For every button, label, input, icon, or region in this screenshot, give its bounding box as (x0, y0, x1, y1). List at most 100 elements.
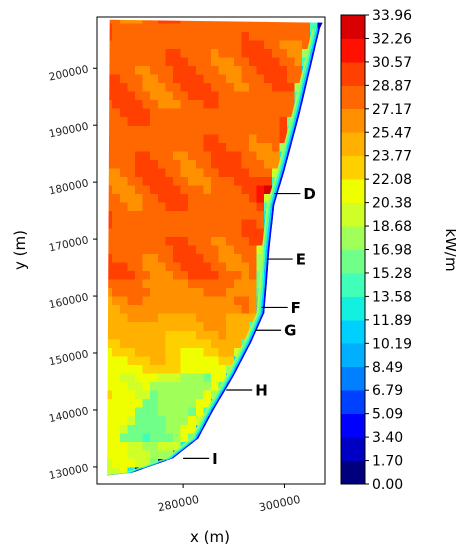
field-cell-820 (112, 125, 121, 135)
colorbar-tick-label: 5.09 (372, 407, 403, 423)
colorbar-swatch-8 (341, 272, 365, 297)
field-cell-1032 (256, 65, 265, 75)
field-cell-694 (127, 167, 136, 177)
annotation-label-f: F (291, 299, 301, 317)
field-cell-909 (173, 99, 182, 109)
field-cell-657 (218, 185, 227, 195)
field-cell-775 (165, 142, 174, 152)
field-cell-683 (233, 176, 242, 186)
field-cell-597 (127, 202, 136, 212)
field-cell-252 (112, 330, 121, 340)
field-cell-832 (203, 125, 212, 135)
field-cell-1073 (127, 48, 136, 58)
field-cell-358 (249, 296, 258, 306)
field-cell-366 (135, 287, 144, 297)
field-cell-166 (203, 372, 212, 382)
field-cell-957 (112, 82, 121, 92)
field-cell-81 (180, 415, 189, 425)
field-cell-269 (241, 330, 250, 340)
field-cell-859 (203, 116, 212, 126)
field-cell-390 (142, 279, 151, 289)
field-cell-12 (127, 458, 136, 468)
field-cell-795 (119, 133, 128, 143)
field-cell-946 (241, 91, 250, 101)
field-cell-777 (180, 142, 189, 152)
field-cell-156 (127, 372, 136, 382)
field-cell-339 (107, 296, 113, 306)
field-cell-221 (188, 347, 197, 357)
field-cell-803 (180, 133, 189, 143)
field-cell-723 (157, 159, 166, 169)
field-cell-752 (188, 150, 197, 160)
field-cell-722 (150, 159, 159, 169)
field-cell-987 (127, 74, 136, 84)
field-cell-849 (127, 116, 136, 126)
field-cell-546 (107, 219, 113, 229)
field-cell-1094 (287, 48, 296, 58)
field-cell-468 (211, 253, 220, 263)
field-cell-1074 (135, 48, 144, 58)
x-tick-label: 280000 (157, 493, 201, 514)
field-cell-652 (180, 185, 189, 195)
field-cell-237 (157, 338, 166, 348)
field-cell-993 (173, 74, 182, 84)
field-cell-933 (142, 91, 151, 101)
field-cell-738 (271, 159, 280, 169)
field-cell-501 (112, 236, 121, 246)
field-cell-369 (157, 287, 166, 297)
field-cell-725 (173, 159, 182, 169)
field-cell-1134 (150, 31, 159, 41)
field-cell-1012 (107, 65, 113, 75)
field-cell-514 (211, 236, 220, 246)
colorbar-tick-label: 28.87 (372, 78, 412, 94)
field-cell-1118 (249, 39, 258, 49)
field-cell-956 (107, 82, 113, 92)
field-cell-958 (119, 82, 128, 92)
field-cell-193 (127, 355, 136, 365)
field-cell-449 (241, 261, 250, 271)
field-cell-1185 (309, 22, 318, 32)
field-cell-1053 (195, 56, 204, 66)
field-cell-668 (119, 176, 128, 186)
field-cell-581 (188, 210, 197, 220)
field-cell-309 (218, 313, 227, 323)
field-cell-311 (233, 313, 242, 323)
field-cell-1101 (119, 39, 128, 49)
field-cell-942 (211, 91, 220, 101)
field-cell-651 (173, 185, 182, 195)
field-cell-1147 (249, 31, 258, 41)
field-cell-989 (142, 74, 151, 84)
field-cell-280 (165, 321, 174, 331)
field-cell-851 (142, 116, 151, 126)
field-cell-277 (142, 321, 151, 331)
field-cell-523 (107, 227, 113, 237)
field-cell-724 (165, 159, 174, 169)
field-cell-190 (107, 355, 113, 365)
field-cell-599 (142, 202, 151, 212)
field-cell-1115 (226, 39, 235, 49)
field-cell-515 (218, 236, 227, 246)
field-cell-985 (112, 74, 121, 84)
field-cell-413 (142, 270, 151, 280)
field-cell-131 (203, 390, 212, 400)
field-cell-806 (203, 133, 212, 143)
field-cell-1159 (112, 22, 121, 32)
field-cell-852 (150, 116, 159, 126)
field-cell-1190 (119, 19, 128, 24)
field-cell-504 (135, 236, 144, 246)
field-cell-174 (127, 364, 136, 374)
field-cell-172 (112, 364, 121, 374)
field-cell-619 (112, 193, 121, 203)
colorbar-swatch-14 (341, 132, 365, 157)
field-cell-1121 (271, 39, 280, 49)
field-cell-123 (142, 390, 151, 400)
field-cell-736 (256, 159, 265, 169)
field-cell-1093 (279, 48, 288, 58)
field-cell-865 (249, 116, 258, 126)
field-cell-961 (142, 82, 151, 92)
field-cell-297 (127, 313, 136, 323)
field-cell-282 (180, 321, 189, 331)
field-cell-809 (226, 133, 235, 143)
field-cell-1064 (279, 56, 288, 66)
field-cell-1081 (188, 48, 197, 58)
